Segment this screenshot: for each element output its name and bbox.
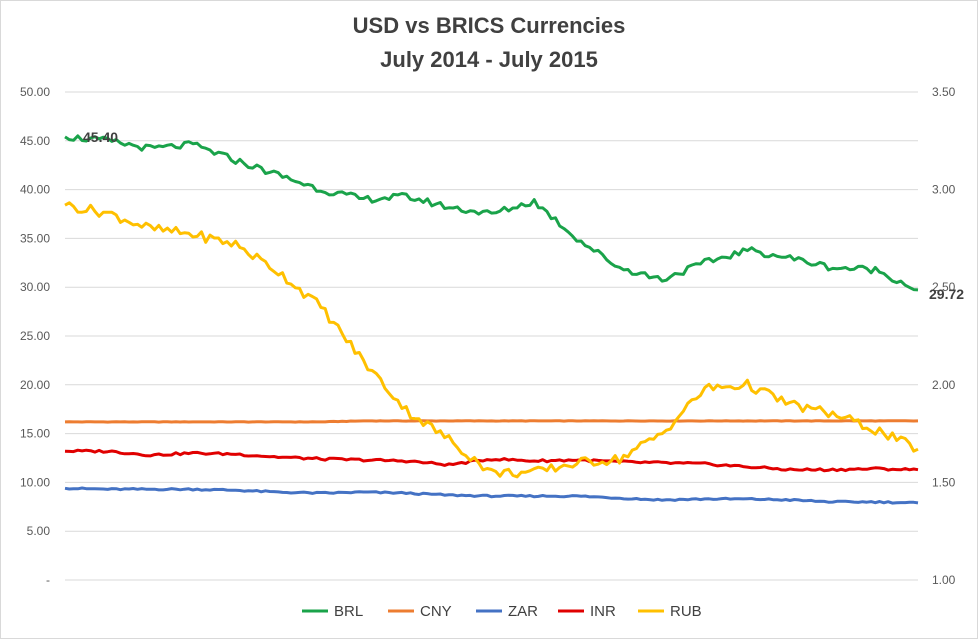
left-tick-label: 15.00 [20,427,50,441]
left-tick-label: 40.00 [20,183,50,197]
legend-label-cny: CNY [420,603,452,620]
left-tick-label: 5.00 [27,524,51,538]
series-line-inr [64,448,919,473]
left-tick-label: 35.00 [20,231,50,245]
right-tick-label: 3.00 [932,183,956,197]
left-tick-label: 25.00 [20,329,50,343]
left-tick-label: 45.00 [20,134,50,148]
legend-label-brl: BRL [334,603,363,620]
legend-label-inr: INR [590,603,616,620]
series-line-cny [64,419,919,424]
data-label-brl-end: 29.72 [929,286,964,302]
left-tick-label: 30.00 [20,280,50,294]
series-lines [64,134,919,505]
left-tick-label: 10.00 [20,475,50,489]
data-labels: 45.40 29.72 [83,129,964,302]
chart-title-line-2: July 2014 - July 2015 [380,47,598,72]
right-tick-label: 1.00 [932,573,956,587]
left-tick-label: 20.00 [20,378,50,392]
left-axis-ticks: - 5.00 10.00 15.00 20.00 25.00 30.00 35.00 40.00… [20,85,50,587]
data-label-brl-start: 45.40 [83,129,118,145]
right-tick-label: 2.00 [932,378,956,392]
legend-label-rub: RUB [670,603,702,620]
gridlines [65,91,918,581]
series-line-rub [64,201,919,479]
right-tick-label: 2.50 [932,280,956,294]
series-line-zar [64,486,919,505]
right-tick-label: 1.50 [932,475,956,489]
right-axis-ticks: 1.00 1.50 2.00 2.50 3.00 3.50 [932,85,956,587]
legend: BRL CNY ZAR INR RUB [302,603,702,620]
legend-label-zar: ZAR [508,603,538,620]
left-tick-label: - [46,573,50,587]
left-tick-label: 50.00 [20,85,50,99]
series-line-brl [64,134,919,292]
right-tick-label: 3.50 [932,85,956,99]
chart-title-line-1: USD vs BRICS Currencies [353,13,626,38]
